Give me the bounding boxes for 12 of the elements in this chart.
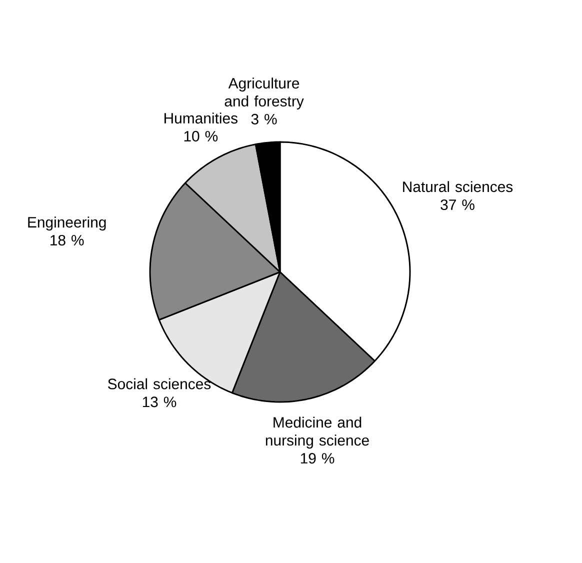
slice-label: Engineering xyxy=(28,216,106,231)
data-label: 13 % xyxy=(142,396,176,408)
slice-label: Humanities xyxy=(164,112,238,124)
data-label: 3 % xyxy=(251,114,277,124)
data-label: 37 % xyxy=(440,199,474,210)
slice-label: Social sciences xyxy=(108,378,211,390)
slice-label: Natural sciences xyxy=(403,181,513,192)
data-label: 10 % xyxy=(184,130,218,142)
data-label: 19 % xyxy=(300,452,334,464)
slice-label: Agriculture and forestry xyxy=(224,78,304,110)
data-label: 18 % xyxy=(50,234,84,246)
slice-label: Medicine and nursing science xyxy=(266,416,369,449)
